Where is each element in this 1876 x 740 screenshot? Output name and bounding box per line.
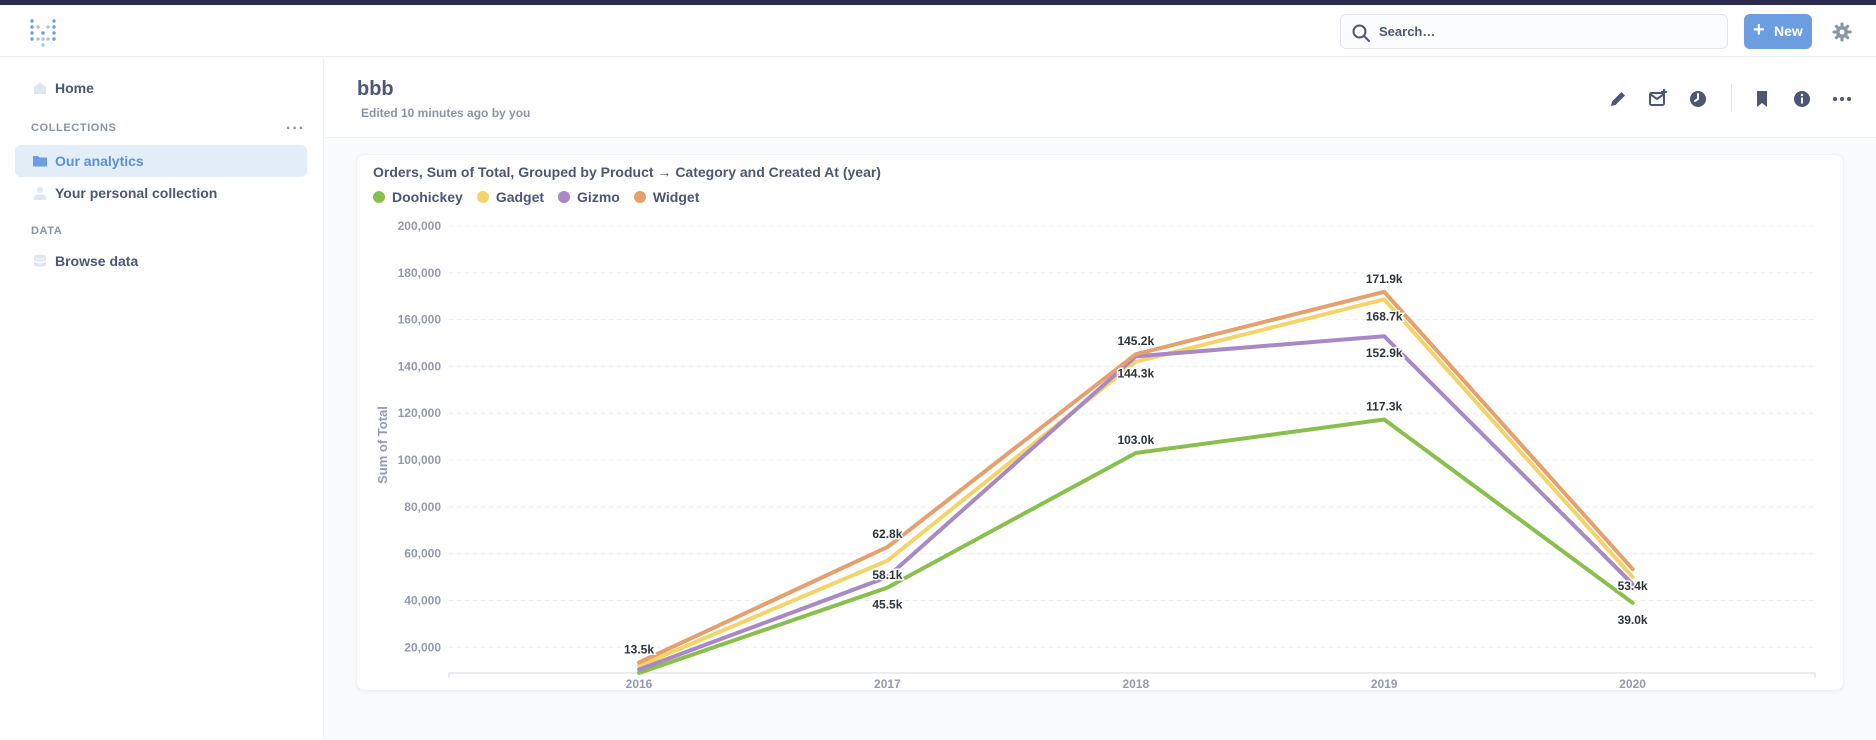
legend-label: Widget: [652, 189, 700, 205]
data-label: 58.1k: [872, 568, 902, 582]
bookmark-icon[interactable]: [1751, 88, 1773, 110]
legend-item[interactable]: Doohickey: [373, 188, 463, 206]
data-heading: DATA: [31, 225, 63, 237]
y-axis-label: Sum of Total: [375, 406, 390, 484]
series-line: [637, 417, 1635, 675]
x-tick-label: 2016: [626, 677, 653, 691]
metabase-logo-icon[interactable]: [28, 17, 58, 47]
x-tick-label: 2018: [1122, 677, 1149, 691]
gear-icon[interactable]: [1832, 22, 1852, 42]
data-label: 62.8k: [872, 527, 902, 541]
chart-card: 20,000 40,000 60,000 80,000 100,000 120,000 14…: [356, 154, 1844, 691]
series-line: [637, 297, 1635, 668]
y-tick-label: 180,000: [398, 266, 442, 280]
subscription-icon[interactable]: [1647, 88, 1669, 110]
y-tick-label: 100,000: [398, 453, 442, 467]
y-tick-label: 140,000: [398, 359, 442, 373]
home-icon: [34, 82, 46, 94]
x-tick-label: 2017: [874, 677, 901, 691]
collections-heading: COLLECTIONS: [31, 122, 117, 134]
chart-title[interactable]: Orders, Sum of Total, Grouped by Product…: [373, 164, 881, 180]
plus-icon: +: [1753, 19, 1765, 41]
data-label: 171.9k: [1366, 272, 1403, 286]
legend-item[interactable]: Widget: [633, 188, 700, 206]
sidebar-item-label: Your personal collection: [55, 185, 218, 201]
sidebar-item-label: Home: [55, 80, 94, 96]
y-tick-label: 120,000: [398, 406, 442, 420]
page-title[interactable]: bbb: [357, 78, 394, 100]
x-tick-label: 2019: [1371, 677, 1398, 691]
legend-label: Gadget: [495, 189, 545, 205]
legend-swatch: [558, 191, 571, 203]
data-label: 145.2k: [1117, 334, 1154, 348]
data-label: 39.0k: [1618, 613, 1648, 627]
top-navbar: Search… + New: [0, 5, 1876, 57]
data-label: 117.3k: [1366, 400, 1402, 414]
legend-swatch: [476, 191, 489, 203]
legend-swatch: [633, 191, 646, 203]
data-label: 168.7k: [1366, 309, 1403, 323]
data-label: 13.5k: [624, 642, 654, 656]
person-icon: [34, 187, 46, 200]
y-tick-label: 40,000: [404, 593, 441, 607]
sidebar: Home COLLECTIONS ··· Our analytics Your …: [0, 58, 324, 740]
y-tick-label: 200,000: [398, 219, 442, 233]
last-edited-info[interactable]: Edited 10 minutes ago by you: [361, 106, 531, 120]
y-tick-label: 160,000: [398, 313, 442, 327]
search-input[interactable]: Search…: [1340, 14, 1728, 49]
sidebar-item-label: Browse data: [55, 253, 139, 269]
sidebar-item-our-analytics[interactable]: Our analytics: [15, 145, 307, 177]
legend-item[interactable]: Gadget: [476, 188, 545, 206]
series-line: [637, 289, 1635, 665]
more-icon[interactable]: [1831, 88, 1853, 110]
data-label: 45.5k: [872, 598, 902, 612]
data-label: 53.4k: [1618, 579, 1648, 593]
history-icon[interactable]: [1687, 88, 1709, 110]
legend-label: Gizmo: [577, 189, 620, 205]
data-label: 103.0k: [1117, 433, 1154, 447]
new-button[interactable]: + New: [1744, 14, 1812, 49]
sidebar-item-personal-collection[interactable]: Your personal collection: [15, 177, 307, 209]
database-icon: [34, 254, 46, 267]
chart-legend: Doohickey Gadget Gizmo Widget: [373, 188, 713, 206]
sidebar-item-label: Our analytics: [55, 153, 144, 169]
main-content: bbb Edited 10 minutes ago by you: [325, 58, 1876, 740]
folder-icon: [33, 156, 47, 167]
pencil-icon[interactable]: [1607, 88, 1629, 110]
data-label: 144.3k: [1117, 366, 1154, 380]
sidebar-item-browse-data[interactable]: Browse data: [15, 245, 307, 277]
collections-more-icon[interactable]: ···: [286, 120, 305, 137]
data-label: 152.9k: [1366, 346, 1403, 360]
y-tick-label: 20,000: [404, 640, 441, 654]
legend-label: Doohickey: [392, 189, 463, 205]
line-chart: 20,000 40,000 60,000 80,000 100,000 120,000 14…: [375, 219, 1816, 691]
info-icon[interactable]: [1791, 88, 1813, 110]
search-icon: [1352, 24, 1370, 42]
x-tick-label: 2020: [1619, 677, 1646, 691]
header-divider: [1731, 84, 1732, 112]
sidebar-item-home[interactable]: Home: [15, 72, 307, 104]
question-header: bbb Edited 10 minutes ago by you: [325, 58, 1876, 138]
series-line: [637, 334, 1635, 672]
legend-item[interactable]: Gizmo: [558, 188, 620, 206]
y-tick-label: 80,000: [404, 500, 441, 514]
legend-swatch: [373, 191, 385, 203]
search-placeholder: Search…: [1379, 24, 1436, 39]
y-tick-label: 60,000: [404, 547, 441, 561]
top-accent-strip: [0, 0, 1876, 5]
new-button-label: New: [1774, 23, 1803, 39]
